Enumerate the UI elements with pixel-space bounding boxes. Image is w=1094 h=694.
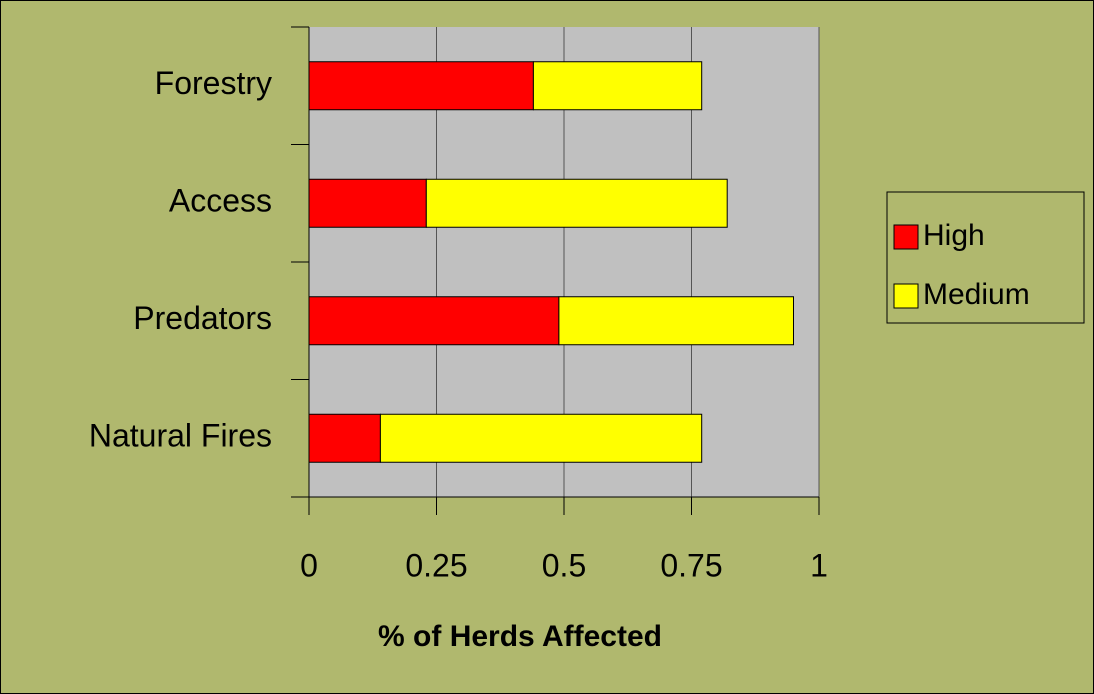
bar-segment — [379, 413, 703, 463]
bar-segment — [425, 178, 728, 228]
y-tick-label: Access — [169, 183, 272, 219]
bar-segment — [532, 61, 703, 111]
bar-segment — [308, 178, 427, 228]
x-tick-label: 1 — [810, 547, 828, 583]
x-tick-label: 0 — [300, 547, 318, 583]
x-tick-label: 0.5 — [542, 547, 586, 583]
legend-swatch — [893, 283, 919, 309]
legend-box — [886, 191, 1085, 324]
bar-segment — [308, 61, 534, 111]
bar-segment — [308, 413, 381, 463]
legend-label: High — [923, 219, 985, 252]
x-tick-label: 0.25 — [405, 547, 467, 583]
bar-segment — [308, 296, 560, 346]
legend-label: Medium — [923, 278, 1030, 311]
legend-swatch — [893, 224, 919, 250]
bar-segment — [558, 296, 795, 346]
x-axis-title: % of Herds Affected — [378, 620, 662, 653]
y-tick-label: Natural Fires — [89, 418, 272, 454]
x-tick-label: 0.75 — [660, 547, 722, 583]
y-tick-label: Forestry — [155, 65, 272, 101]
y-tick-label: Predators — [133, 300, 272, 336]
